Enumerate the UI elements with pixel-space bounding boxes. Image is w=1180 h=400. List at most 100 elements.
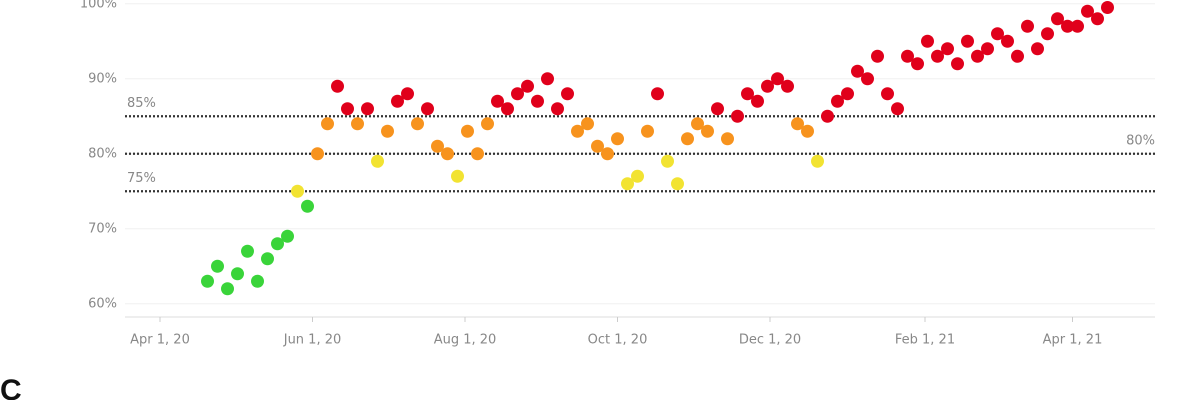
point: [621, 177, 634, 191]
point: [801, 124, 814, 138]
point: [511, 87, 524, 101]
point: [491, 94, 504, 108]
point: [701, 124, 714, 138]
point: [611, 132, 624, 146]
point: [331, 79, 344, 93]
point: [691, 117, 704, 131]
point: [241, 244, 254, 258]
x-tick-label: Feb 1, 21: [895, 333, 955, 348]
point: [1041, 27, 1054, 41]
point: [291, 184, 304, 198]
reference-label: 75%: [127, 171, 156, 186]
point: [531, 94, 544, 108]
point: [481, 117, 494, 131]
point: [761, 79, 774, 93]
point: [261, 252, 274, 266]
point: [211, 259, 224, 273]
x-tick-label: Jun 1, 20: [283, 333, 342, 348]
point: [861, 72, 874, 86]
point: [961, 34, 974, 48]
point: [281, 229, 294, 243]
point: [551, 102, 564, 116]
point: [781, 79, 794, 93]
point: [791, 117, 804, 131]
point: [771, 72, 784, 86]
point: [671, 177, 684, 191]
panel-label: C: [0, 374, 22, 400]
point: [591, 139, 604, 153]
point: [631, 169, 644, 183]
point: [361, 102, 374, 116]
x-tick-label: Apr 1, 20: [130, 333, 190, 348]
point: [431, 139, 444, 153]
point: [421, 102, 434, 116]
point: [821, 109, 834, 123]
point: [741, 87, 754, 101]
point: [871, 49, 884, 63]
point: [711, 102, 724, 116]
point: [1061, 19, 1074, 33]
y-tick-label: 60%: [88, 296, 117, 311]
y-tick-label: 70%: [88, 221, 117, 236]
point: [641, 124, 654, 138]
reference-label: 80%: [1126, 133, 1155, 148]
point: [831, 94, 844, 108]
point: [811, 154, 824, 168]
point: [581, 117, 594, 131]
point: [971, 49, 984, 63]
point: [541, 72, 554, 86]
point: [1071, 19, 1084, 33]
point: [321, 117, 334, 131]
point: [1011, 49, 1024, 63]
point: [681, 132, 694, 146]
point: [1101, 1, 1114, 14]
point: [411, 117, 424, 131]
point: [891, 102, 904, 116]
point: [571, 124, 584, 138]
point: [1081, 4, 1094, 18]
point: [201, 274, 214, 288]
point: [921, 34, 934, 48]
y-tick-label: 100%: [80, 0, 117, 11]
point: [651, 87, 664, 101]
point: [231, 267, 244, 281]
point: [381, 124, 394, 138]
x-tick-label: Aug 1, 20: [434, 333, 497, 348]
point: [451, 169, 464, 183]
point: [471, 147, 484, 161]
point: [951, 57, 964, 71]
point: [1031, 42, 1044, 56]
point: [881, 87, 894, 101]
point: [751, 94, 764, 108]
point: [401, 87, 414, 101]
point: [941, 42, 954, 56]
point: [271, 237, 284, 251]
point: [441, 147, 454, 161]
point: [221, 282, 234, 296]
point: [561, 87, 574, 101]
y-tick-label: 90%: [88, 71, 117, 86]
point: [731, 109, 744, 123]
point: [501, 102, 514, 116]
reference-label: 85%: [127, 96, 156, 111]
y-tick-label: 80%: [88, 146, 117, 161]
point: [721, 132, 734, 146]
point: [371, 154, 384, 168]
point: [1001, 34, 1014, 48]
point: [391, 94, 404, 108]
point: [1051, 12, 1064, 26]
point: [851, 64, 864, 78]
point: [351, 117, 364, 131]
point: [301, 199, 314, 213]
point: [931, 49, 944, 63]
point: [991, 27, 1004, 41]
point: [661, 154, 674, 168]
point: [1091, 12, 1104, 26]
point: [911, 57, 924, 71]
point: [521, 79, 534, 93]
point: [981, 42, 994, 56]
x-tick-label: Apr 1, 21: [1043, 333, 1103, 348]
point: [841, 87, 854, 101]
point: [601, 147, 614, 161]
